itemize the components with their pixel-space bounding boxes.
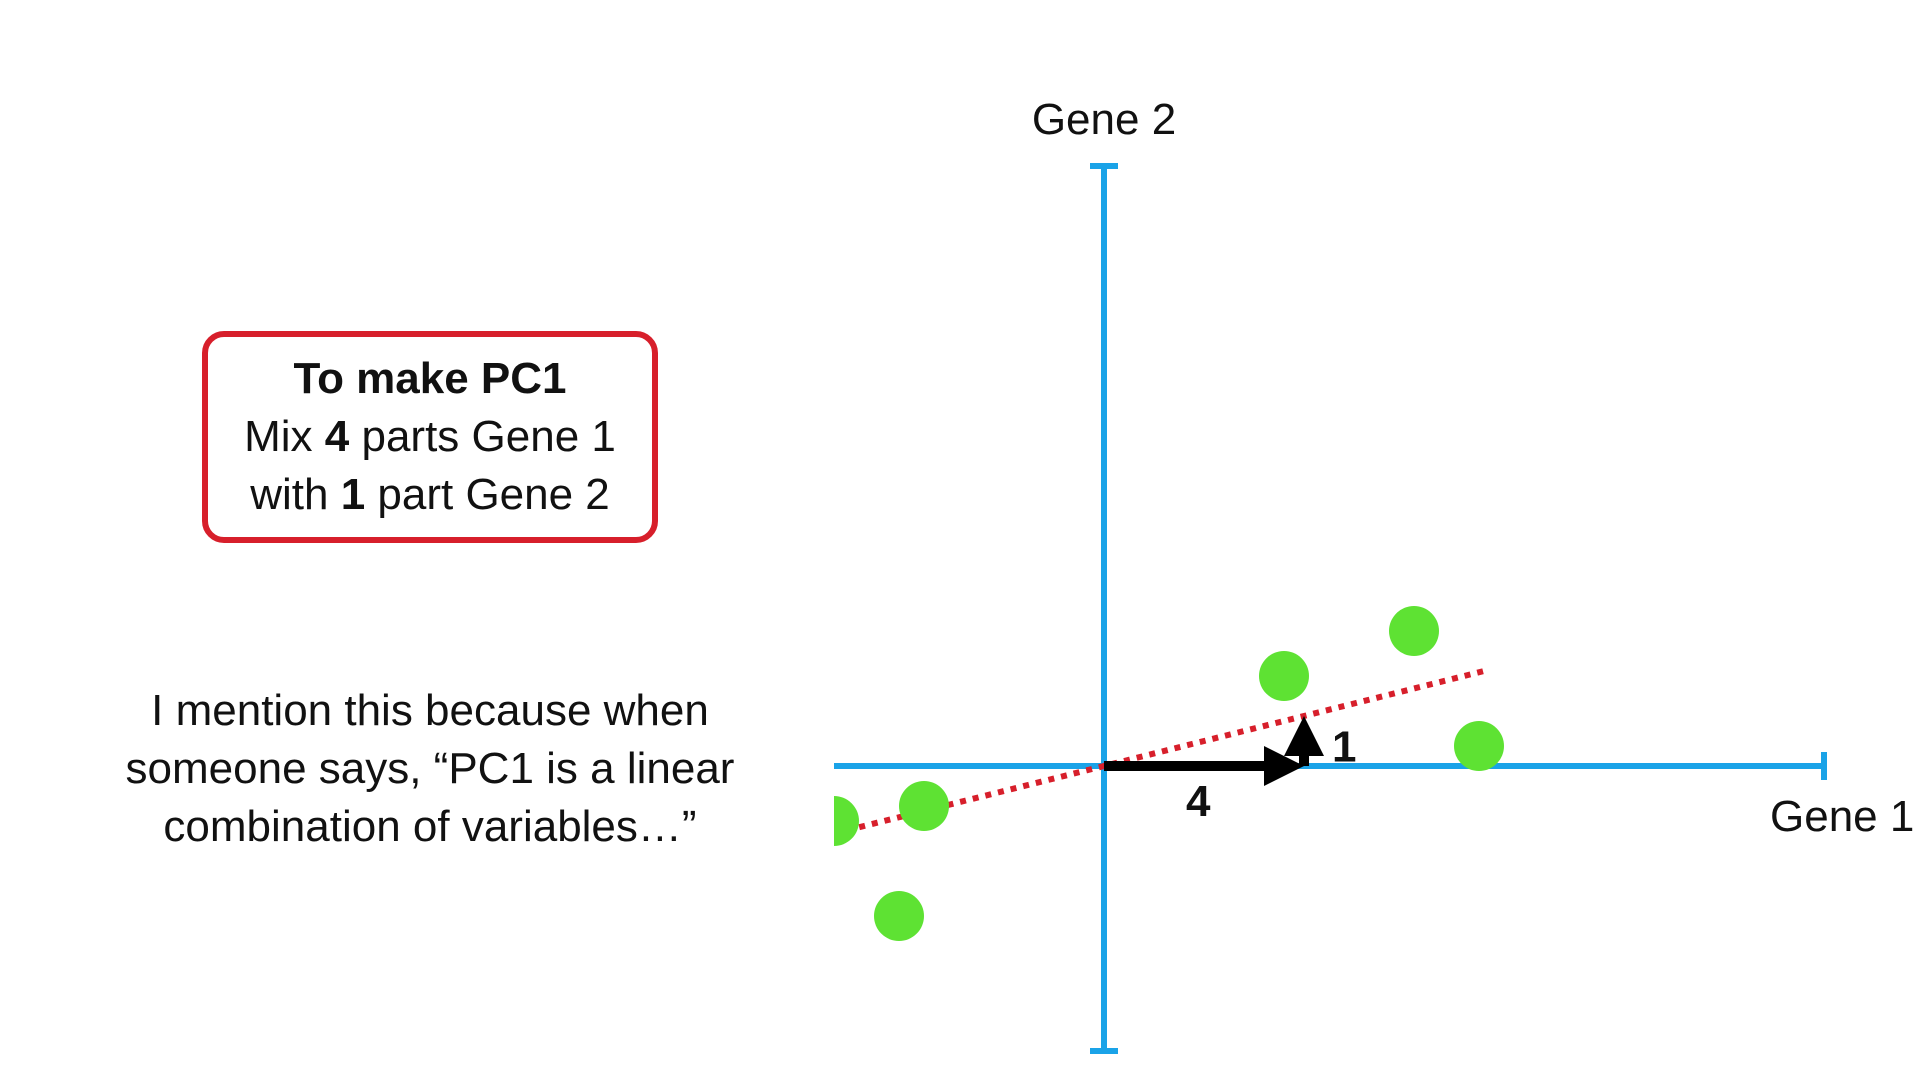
recipe-line-gene2: with 1 part Gene 2 [250,466,610,524]
recipe-line-gene1-pre: Mix [244,412,325,461]
caption-text: I mention this because when someone says… [125,686,735,851]
recipe-line-gene1: Mix 4 parts Gene 1 [244,408,616,466]
recipe-line-gene2-amount: 1 [340,470,366,519]
recipe-box: To make PC1 Mix 4 parts Gene 1 with 1 pa… [202,331,658,543]
gene1_component-arrow-head [1264,746,1304,786]
x-axis-label: Gene 1 [1770,792,1914,841]
gene1-component-label: 4 [1186,777,1211,826]
recipe-line-gene1-amount: 4 [324,412,350,461]
data-point [899,781,949,831]
y-axis-label: Gene 2 [1032,95,1176,144]
gene2-component-label: 1 [1332,723,1356,772]
data-point [874,891,924,941]
recipe-line-gene2-pre: with [250,470,341,519]
data-point [1259,651,1309,701]
recipe-line-gene2-post: part Gene 2 [365,470,610,519]
recipe-line-gene1-post: parts Gene 1 [349,412,616,461]
gene2_component-arrow-head [1284,716,1324,756]
data-point [1389,606,1439,656]
data-point [834,796,859,846]
data-point [1454,721,1504,771]
recipe-title: To make PC1 [293,354,567,403]
